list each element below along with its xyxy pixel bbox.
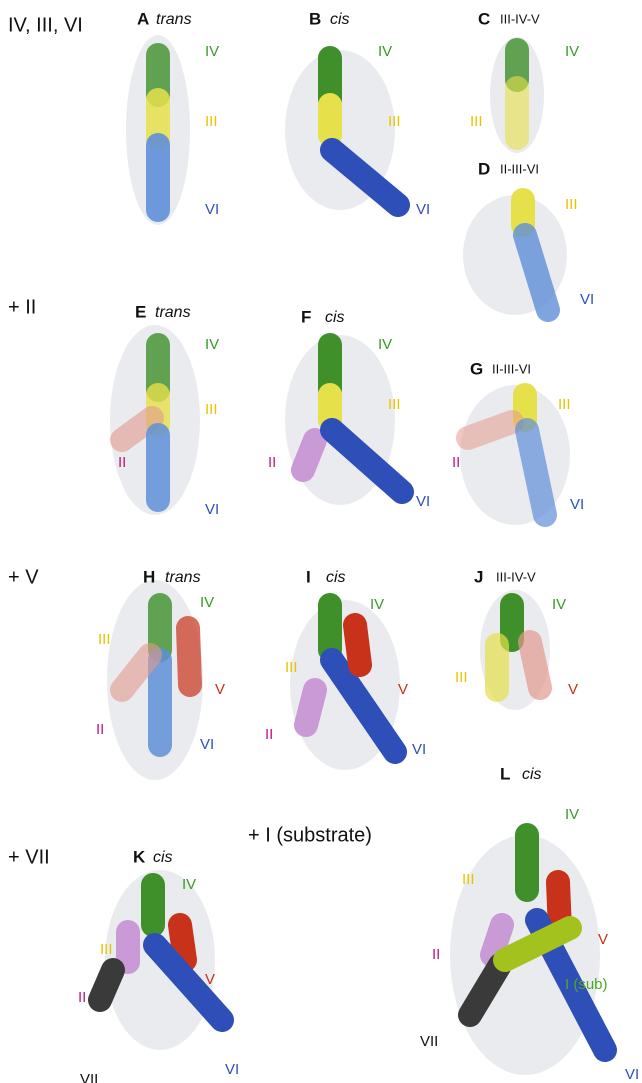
figure: IV, III, VI + II + V + VII + I (substrat… [0, 0, 642, 1083]
helix-rod [188, 628, 190, 685]
helix-label: VI [416, 493, 430, 510]
panel-subtitle: cis [326, 569, 346, 586]
row-label: + VII [8, 846, 50, 868]
helix-rod [530, 642, 540, 688]
panel-subtitle: cis [325, 309, 345, 326]
panel-subtitle: II-III-VI [500, 161, 539, 176]
helix-label: VI [625, 1066, 639, 1083]
helix-label: III [565, 196, 578, 213]
helix-label: V [398, 681, 408, 698]
panel-subtitle: III-IV-V [500, 11, 540, 26]
helix-label: IV [205, 43, 219, 60]
panel-letter: E [135, 302, 146, 321]
panel-letter: L [500, 764, 510, 783]
helix-label: I (sub) [565, 976, 608, 993]
panel-letter: F [301, 307, 311, 326]
panel-letter: J [474, 567, 483, 586]
helix-rod [180, 925, 185, 960]
helix-label: IV [182, 876, 196, 893]
helix-label: VI [412, 741, 426, 758]
row-label: + II [8, 296, 36, 318]
panel-subtitle: trans [155, 304, 191, 321]
helix-rod [468, 422, 512, 438]
helix-label: IV [565, 806, 579, 823]
panel-subtitle: cis [153, 849, 173, 866]
helix-label: VI [416, 201, 430, 218]
helix-rod [355, 625, 360, 665]
helix-label: IV [565, 43, 579, 60]
helix-label: VI [580, 291, 594, 308]
helix-rod [303, 440, 315, 470]
helix-label: VI [205, 201, 219, 218]
helix-label: III [470, 113, 483, 130]
panel-letter: I [306, 567, 311, 586]
helix-label: IV [370, 596, 384, 613]
helix-label: II [432, 946, 440, 963]
helix-label: IV [200, 594, 214, 611]
panel-subtitle: cis [330, 11, 350, 28]
panel-subtitle: III-IV-V [496, 569, 536, 584]
helix-label: II [118, 454, 126, 471]
row-label: + V [8, 566, 39, 588]
helix-label: III [205, 113, 218, 130]
helix-label: V [205, 971, 215, 988]
helix-label: VI [200, 736, 214, 753]
panel-letter: C [478, 9, 490, 28]
panel-subtitle: trans [156, 11, 192, 28]
helix-label: V [215, 681, 225, 698]
helix-label: VI [225, 1061, 239, 1078]
helix-label: IV [378, 43, 392, 60]
panel-subtitle: cis [522, 766, 542, 783]
helix-label: II [268, 454, 276, 471]
helix-label: III [558, 396, 571, 413]
helix-label: IV [205, 336, 219, 353]
helix-label: IV [378, 336, 392, 353]
helix-rod [100, 970, 113, 1000]
panel-letter: B [309, 9, 321, 28]
helix-label: IV [552, 596, 566, 613]
row-label: + I (substrate) [248, 824, 372, 846]
helix-label: V [568, 681, 578, 698]
helix-label: III [285, 659, 298, 676]
panel-letter: G [470, 359, 483, 378]
helix-label: II [96, 721, 104, 738]
panel-letter: K [133, 847, 146, 866]
helix-label: III [388, 396, 401, 413]
helix-label: V [598, 931, 608, 948]
row-label: IV, III, VI [8, 14, 83, 36]
helix-label: III [388, 113, 401, 130]
helix-label: VI [570, 496, 584, 513]
helix-label: II [265, 726, 273, 743]
panel-subtitle: II-III-VI [492, 361, 531, 376]
helix-label: III [455, 669, 468, 686]
helix-rod [306, 690, 315, 725]
panel-letter: H [143, 567, 155, 586]
panel-letter: D [478, 159, 490, 178]
helix-label: II [78, 989, 86, 1006]
helix-label: III [205, 401, 218, 418]
panel-subtitle: trans [165, 569, 201, 586]
panel-letter: A [137, 9, 149, 28]
helix-label: III [98, 631, 111, 648]
helix-label: III [462, 871, 475, 888]
helix-label: III [100, 941, 113, 958]
helix-label: VI [205, 501, 219, 518]
helix-label: VII [80, 1071, 98, 1083]
helix-label: VII [420, 1033, 438, 1050]
helix-label: II [452, 454, 460, 471]
